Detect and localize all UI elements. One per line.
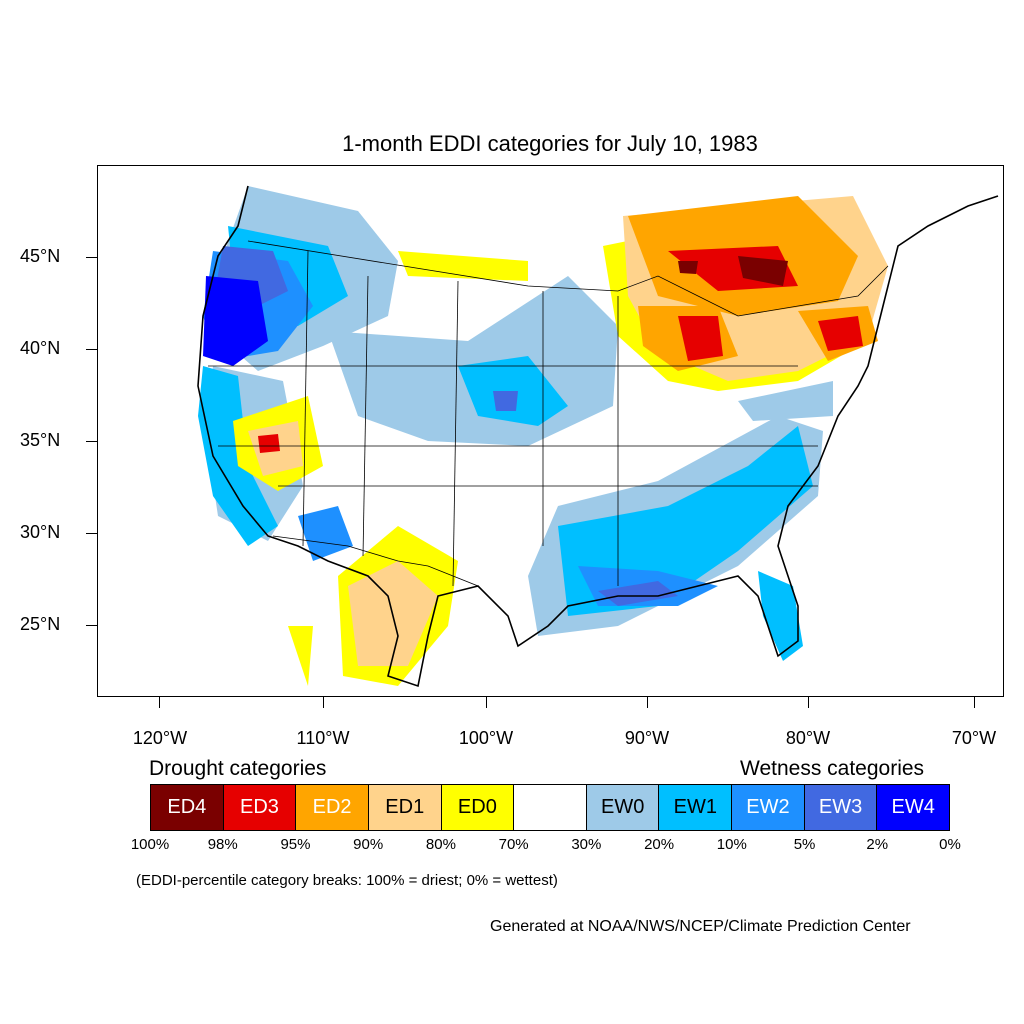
us-canada-border [247,240,889,317]
lat-label: 35°N [20,430,61,450]
legend-box-ed3: ED3 [223,785,297,830]
percentile-break-label: 2% [866,836,889,853]
ed3-region-nevada [258,434,280,453]
ed0-region-northern-plains [398,251,528,281]
state-line-1 [302,250,309,547]
legend-box-neutral [514,785,587,830]
ed0-region-baja [288,626,313,686]
us-mexico-border [272,535,509,617]
lon-label: 90°W [624,728,670,748]
lat-tick [86,533,97,534]
percentile-break-label: 20% [644,836,675,853]
category-note: (EDDI-percentile category breaks: 100% =… [136,872,558,889]
lat-label: 25°N [20,614,61,634]
lon-tick [323,697,324,708]
lon-tick [159,697,160,708]
lon-label: 70°W [951,728,997,748]
percentile-break-label: 80% [425,836,456,853]
ed4-region-ontario [738,256,788,286]
percentile-break-label: 95% [280,836,311,853]
ew2-region-southwest [298,506,353,561]
lon-label: 120°W [132,728,188,748]
percentile-break-label: 100% [130,836,170,853]
lat-label: 40°N [20,338,61,358]
lon-label: 80°W [785,728,831,748]
wetness-categories-heading: Wetness categories [740,757,925,780]
lon-label: 110°W [296,728,350,748]
percentile-break-label: 98% [207,836,238,853]
ew1-region-southeast [558,426,813,616]
lat-tick [86,257,97,258]
legend-box-ew3: EW3 [804,785,878,830]
lon-tick [486,697,487,708]
lat-tick [86,349,97,350]
percentile-break-label: 10% [716,836,747,853]
ew3-region-plains [493,391,518,411]
ew4-region-oregon [203,276,268,366]
state-line-2 [362,275,369,557]
percentile-break-label: 70% [498,836,529,853]
map-frame [97,165,1004,697]
legend-box-ew4: EW4 [877,785,950,830]
legend-box-ew1: EW1 [659,785,733,830]
legend-box-ed1: ED1 [368,785,442,830]
drought-categories-heading: Drought categories [149,757,327,780]
lon-tick [647,697,648,708]
map-title: 1-month EDDI categories for July 10, 198… [342,131,758,156]
lon-label: 100°W [458,728,514,748]
legend-box-ew2: EW2 [732,785,805,830]
ew1-region-florida [758,571,803,661]
legend-box-ew0: EW0 [586,785,660,830]
credit-line: Generated at NOAA/NWS/NCEP/Climate Predi… [490,918,911,935]
percentile-break-label: 90% [353,836,384,853]
lat-label: 30°N [20,522,61,542]
eddi-map [197,185,999,688]
lat-label: 45°N [20,246,61,266]
ed3-region-northeast [818,316,863,351]
legend-box-ed0: ED0 [441,785,515,830]
state-line-3 [452,280,459,587]
legend-box-ed2: ED2 [296,785,369,830]
ed3-region-michigan [678,316,723,361]
coastline [197,185,999,688]
percentile-break-label: 30% [571,836,602,853]
percentile-break-label: 5% [793,836,816,853]
lat-tick [86,625,97,626]
ew3-region-gulf-coast [598,581,678,606]
ed4-region-ontario-west [678,261,698,274]
ew0-region-northeast-strip [738,381,833,421]
lon-tick [974,697,975,708]
percentile-break-label: 0% [939,836,961,853]
category-legend: ED4 ED3 ED2 ED1 ED0 EW0 EW1 EW2 EW3 EW4 [150,784,950,831]
lat-tick [86,441,97,442]
legend-box-ed4: ED4 [151,785,224,830]
lon-tick [808,697,809,708]
